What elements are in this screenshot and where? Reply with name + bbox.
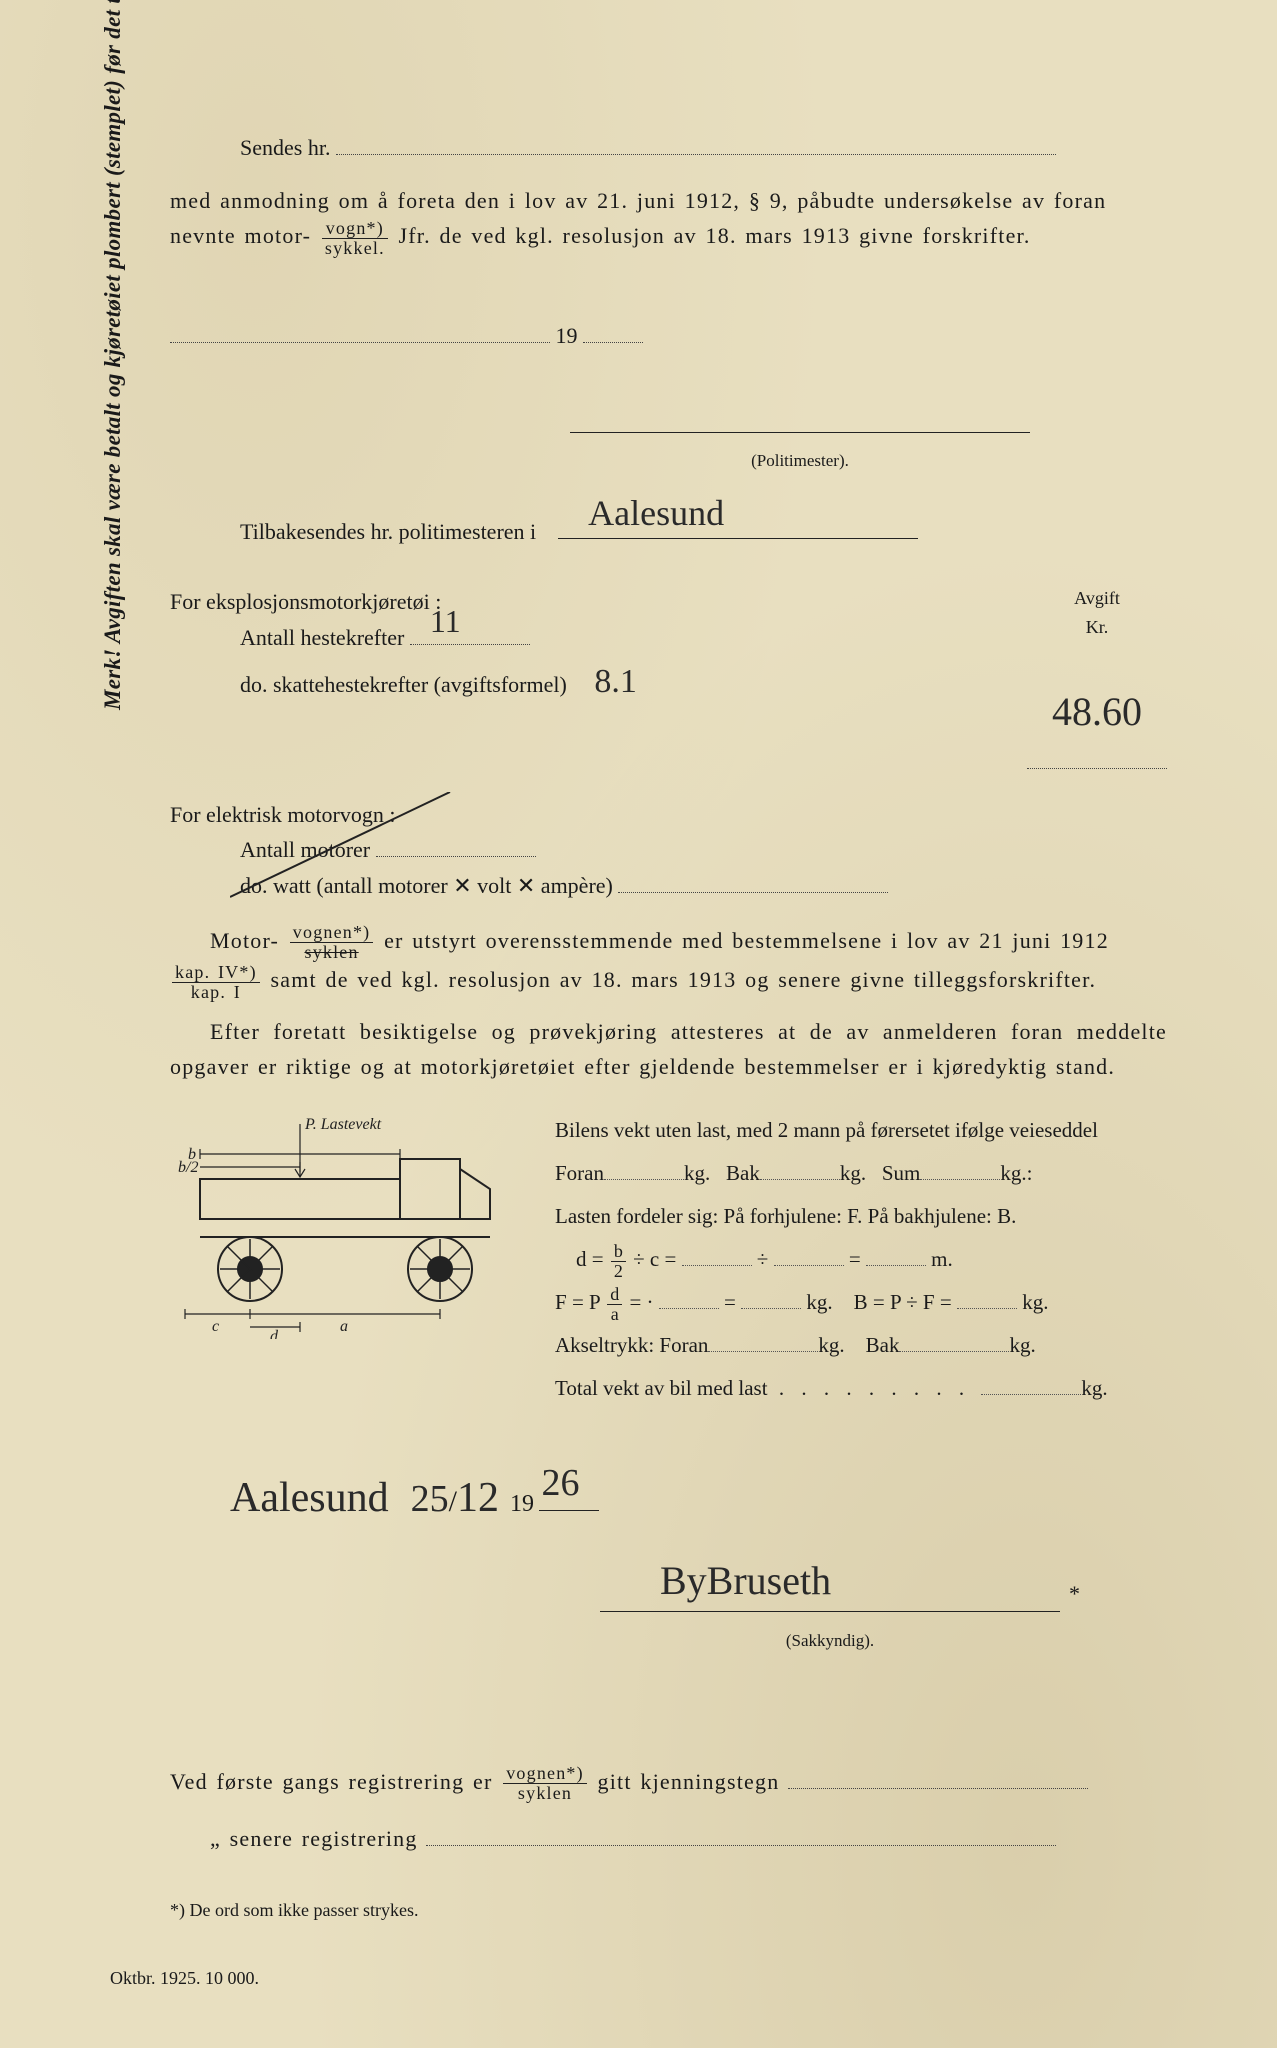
avgift-label: Avgift [1027, 584, 1167, 613]
body-p3: Efter foretatt besiktigelse og prøvekjør… [170, 1014, 1167, 1084]
avgift-block: Avgift Kr. 48.60 [1027, 584, 1167, 779]
avgift-value: 48.60 [1052, 680, 1142, 744]
svg-text:a: a [340, 1318, 348, 1335]
body-p1a: Motor- [210, 928, 279, 953]
truck-row: b b/2 P. Lastevekt c a d Bilens vekt ute… [170, 1109, 1167, 1410]
calc-title: Bilens vekt uten last, med 2 mann på før… [555, 1109, 1167, 1152]
lasten: Lasten fordeler sig: På forhjulene: F. P… [555, 1195, 1167, 1238]
explosion-block: For eksplosjonsmotorkjøretøi : Antall he… [170, 584, 1167, 779]
return-place-line: Aalesund [558, 516, 918, 539]
sendes-row: Sendes hr. [240, 130, 1167, 165]
return-place: Aalesund [588, 485, 724, 543]
sign-day: 25 [411, 1469, 449, 1530]
sendes-label: Sendes hr. [240, 135, 330, 160]
svg-text:d: d [270, 1328, 279, 1339]
strike-line [230, 792, 470, 902]
explosion-title: For eksplosjonsmotorkjøretøi : [170, 584, 987, 619]
year-label-1: 19 [556, 323, 578, 348]
signature: ByBruseth [660, 1549, 831, 1613]
signature-block: Aalesund 25/12 19 26 [230, 1465, 1167, 1532]
hk-value: 11 [430, 596, 461, 647]
frac-vogn-sykkel: vogn*) sykkel. [322, 219, 388, 258]
svg-text:b/2: b/2 [178, 1159, 198, 1176]
margin-note: Merk! Avgiften skal være betalt og kjøre… [95, 0, 132, 710]
hk-label: Antall hestekrefter [240, 625, 404, 650]
return-row: Tilbakesendes hr. politimesteren i Aales… [240, 514, 1167, 549]
svg-text:P. Lastevekt: P. Lastevekt [304, 1116, 382, 1133]
body-block: Motor- vognen*) syklen er utstyrt overen… [170, 923, 1167, 1084]
skhk-value: 8.1 [594, 655, 637, 709]
return-text: Tilbakesendes hr. politimesteren i [240, 519, 536, 544]
print-footer: Oktbr. 1925. 10 000. [110, 1964, 259, 1993]
sign-place: Aalesund [230, 1465, 389, 1532]
frac-vognen: vognen*) syklen [290, 923, 374, 962]
para1: med anmodning om å foreta den i lov av 2… [170, 183, 1167, 258]
sendes-line [336, 132, 1056, 155]
document-page: Merk! Avgiften skal være betalt og kjøre… [0, 0, 1277, 2048]
para1-a: med anmodning om å foreta den i lov av 2… [170, 188, 1106, 213]
date-row-1: 19 [170, 318, 1167, 353]
body-p2: samt de ved kgl. resolusjon av 18. mars … [270, 967, 1096, 992]
frac-kap: kap. IV*) kap. I [172, 963, 260, 1002]
calc-block: Bilens vekt uten last, med 2 mann på før… [555, 1109, 1167, 1410]
politimester-block: (Politimester). [570, 408, 1167, 474]
para1-b: nevnte motor- [170, 223, 311, 248]
skhk-label: do. skattehestekrefter (avgiftsformel) [240, 672, 567, 697]
politimester-label: (Politimester). [570, 447, 1030, 474]
sign-month: 12 [457, 1465, 499, 1532]
electric-block: For elektrisk motorvogn : Antall motorer… [170, 797, 1167, 903]
registration-block: Ved første gangs registrering er vognen*… [170, 1764, 1167, 1857]
sakkyndig-label: (Sakkyndig). [600, 1627, 1060, 1654]
signature-line-block: ByBruseth * (Sakkyndig). [600, 1587, 1167, 1653]
truck-diagram: b b/2 P. Lastevekt c a d [170, 1109, 530, 1410]
avgift-kr: Kr. [1027, 613, 1167, 642]
sign-year: 26 [541, 1453, 579, 1514]
body-p1b: er utstyrt overensstemmende med bestemme… [384, 928, 1109, 953]
para1-c: Jfr. de ved kgl. resolusjon av 18. mars … [399, 223, 1031, 248]
svg-text:c: c [212, 1318, 219, 1335]
footnote: *) De ord som ikke passer strykes. [170, 1896, 1167, 1925]
